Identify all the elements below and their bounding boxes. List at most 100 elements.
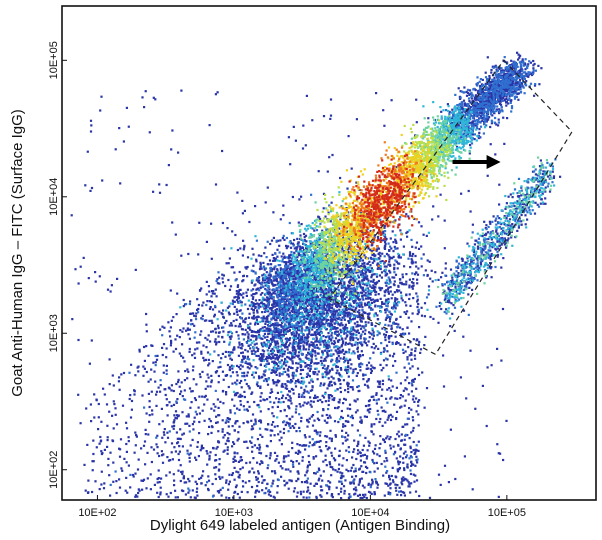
data-point (287, 375, 290, 378)
data-point (297, 241, 300, 244)
data-point (365, 303, 369, 306)
data-point (394, 342, 398, 345)
data-point (250, 419, 253, 422)
data-point (243, 209, 246, 212)
data-point (289, 352, 292, 355)
data-point (287, 468, 290, 471)
data-point (265, 299, 268, 302)
data-point (309, 367, 312, 370)
data-point (309, 242, 312, 245)
data-point (296, 345, 299, 348)
data-point (484, 71, 487, 74)
data-point (207, 285, 210, 288)
data-point (149, 488, 152, 491)
data-point (374, 304, 377, 307)
data-point (451, 312, 454, 315)
data-point (401, 479, 404, 482)
data-point (244, 348, 247, 352)
data-point (297, 395, 301, 398)
data-point (352, 482, 355, 485)
data-point (497, 90, 501, 93)
data-point (202, 356, 205, 359)
data-point (299, 338, 302, 341)
data-point (173, 446, 176, 449)
data-point (300, 386, 303, 389)
data-point (324, 269, 328, 272)
data-point (364, 311, 367, 314)
data-point (393, 263, 396, 266)
data-point (196, 347, 199, 350)
data-point (399, 343, 402, 346)
data-point (415, 292, 418, 295)
data-point (338, 273, 341, 276)
data-point (250, 301, 253, 304)
data-point (282, 427, 286, 431)
data-point (137, 491, 140, 495)
data-point (415, 241, 419, 244)
data-point (344, 359, 347, 362)
data-point (181, 343, 184, 346)
data-point (325, 312, 328, 315)
data-point (509, 84, 512, 87)
data-point (361, 313, 364, 316)
data-point (181, 395, 184, 398)
data-point (288, 298, 292, 301)
data-point (239, 400, 242, 403)
data-point (318, 333, 321, 336)
data-point (205, 319, 208, 322)
data-point (395, 417, 398, 420)
data-point (257, 354, 260, 358)
data-point (200, 317, 203, 320)
data-point (287, 369, 290, 372)
data-point (340, 497, 343, 500)
data-point (239, 364, 242, 367)
data-point (102, 387, 105, 390)
data-point (410, 408, 413, 411)
data-point (373, 423, 376, 426)
data-point (404, 312, 408, 315)
data-point (208, 290, 211, 293)
data-point (353, 478, 356, 481)
data-point (309, 297, 312, 300)
data-point (388, 255, 391, 259)
data-point (299, 295, 303, 298)
data-point (341, 416, 344, 420)
data-point (293, 356, 296, 359)
data-point (388, 258, 391, 261)
data-point (384, 334, 387, 337)
data-point (363, 261, 366, 265)
data-point (389, 237, 392, 240)
data-point (236, 407, 239, 410)
data-point (338, 308, 341, 311)
data-point (299, 320, 302, 323)
data-point (377, 238, 380, 241)
data-point (242, 357, 245, 360)
data-point (246, 446, 249, 449)
data-point (380, 394, 383, 397)
data-point (508, 87, 511, 90)
data-point (264, 322, 267, 325)
data-point (297, 354, 300, 357)
data-point (388, 249, 391, 252)
data-point (270, 239, 274, 242)
data-point (269, 429, 272, 432)
data-point (322, 207, 325, 210)
data-point (508, 83, 511, 86)
data-point (295, 380, 298, 383)
data-point (109, 494, 112, 497)
data-point (380, 369, 383, 372)
data-point (500, 98, 503, 101)
data-point (386, 435, 389, 438)
data-point (272, 211, 275, 214)
data-point (479, 84, 482, 88)
data-point (305, 320, 308, 323)
data-point (412, 440, 415, 444)
data-point (221, 370, 224, 373)
data-point (417, 424, 420, 427)
data-point (304, 365, 307, 368)
data-point (333, 318, 336, 321)
data-point (326, 351, 329, 354)
data-point (130, 399, 134, 403)
data-point (376, 267, 379, 270)
data-point (487, 99, 491, 102)
